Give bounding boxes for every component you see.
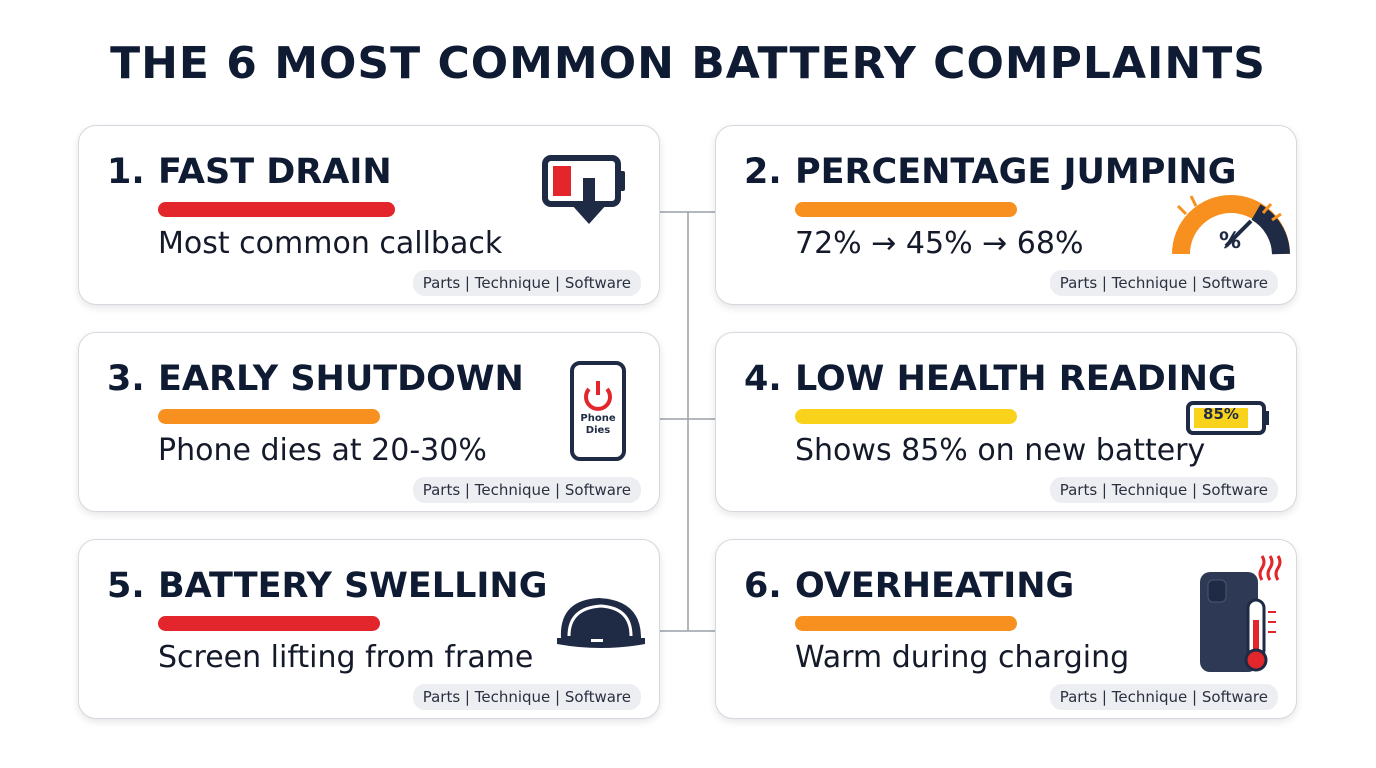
- card-number: 2.: [744, 152, 782, 192]
- severity-bar: [158, 409, 380, 424]
- card-subtitle: Warm during charging: [795, 640, 1130, 675]
- severity-bar: [795, 409, 1017, 424]
- complaint-card: 85% 4. LOW HEALTH READING Shows 85% on new …: [715, 332, 1297, 512]
- card-subtitle: Screen lifting from frame: [158, 640, 534, 675]
- card-icon: [557, 598, 645, 648]
- card-icon: Phone Dies: [570, 361, 626, 461]
- severity-bar: [795, 616, 1017, 631]
- card-title: LOW HEALTH READING: [795, 359, 1237, 399]
- page-title: THE 6 MOST COMMON BATTERY COMPLAINTS: [110, 38, 1266, 89]
- card-number: 1.: [107, 152, 145, 192]
- card-icon: [1200, 555, 1282, 672]
- card-subtitle: Shows 85% on new battery: [795, 433, 1206, 468]
- card-icon: %: [1172, 195, 1290, 255]
- icon-label: %: [1219, 229, 1241, 254]
- card-subtitle: 72% → 45% → 68%: [795, 226, 1084, 261]
- card-title: FAST DRAIN: [158, 152, 392, 192]
- card-title: PERCENTAGE JUMPING: [795, 152, 1237, 192]
- card-tags: Parts | Technique | Software: [412, 684, 641, 710]
- complaint-card: % 2. PERCENTAGE JUMPING 72% → 45% → 68% Part…: [715, 125, 1297, 305]
- card-number: 3.: [107, 359, 145, 399]
- card-icon: [542, 155, 625, 224]
- icon-label: 85%: [1203, 405, 1239, 423]
- complaint-card: 1. FAST DRAIN Most common callback Parts | …: [78, 125, 660, 305]
- card-tags: Parts | Technique | Software: [1049, 477, 1278, 503]
- card-title: EARLY SHUTDOWN: [158, 359, 524, 399]
- card-number: 6.: [744, 566, 782, 606]
- card-tags: Parts | Technique | Software: [412, 270, 641, 296]
- card-tags: Parts | Technique | Software: [412, 477, 641, 503]
- card-tags: Parts | Technique | Software: [1049, 684, 1278, 710]
- severity-bar: [795, 202, 1017, 217]
- severity-bar: [158, 202, 395, 217]
- card-title: OVERHEATING: [795, 566, 1075, 606]
- card-number: 5.: [107, 566, 145, 606]
- card-icon: 85%: [1186, 401, 1269, 435]
- complaint-card: 6. OVERHEATING Warm during charging Parts |…: [715, 539, 1297, 719]
- complaint-card: Phone Dies 3. EARLY SHUTDOWN Phone dies at 2…: [78, 332, 660, 512]
- card-tags: Parts | Technique | Software: [1049, 270, 1278, 296]
- icon-label: Phone Dies: [580, 413, 615, 436]
- card-title: BATTERY SWELLING: [158, 566, 548, 606]
- card-subtitle: Most common callback: [158, 226, 503, 261]
- complaint-card: 5. BATTERY SWELLING Screen lifting from fr…: [78, 539, 660, 719]
- card-number: 4.: [744, 359, 782, 399]
- severity-bar: [158, 616, 380, 631]
- card-subtitle: Phone dies at 20-30%: [158, 433, 487, 468]
